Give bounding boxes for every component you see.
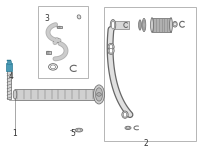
Text: 2: 2 bbox=[144, 139, 148, 147]
Ellipse shape bbox=[108, 47, 114, 54]
Ellipse shape bbox=[77, 129, 81, 131]
Circle shape bbox=[49, 64, 57, 70]
Ellipse shape bbox=[110, 20, 116, 31]
Ellipse shape bbox=[109, 45, 113, 49]
Ellipse shape bbox=[123, 112, 127, 117]
Ellipse shape bbox=[109, 48, 113, 53]
Ellipse shape bbox=[173, 21, 177, 27]
Ellipse shape bbox=[75, 128, 83, 132]
Ellipse shape bbox=[151, 18, 153, 32]
Bar bbox=[113, 21, 129, 29]
Circle shape bbox=[97, 93, 101, 96]
Ellipse shape bbox=[170, 18, 172, 32]
Bar bbox=[7, 61, 11, 64]
Ellipse shape bbox=[77, 15, 81, 19]
Bar bbox=[7, 70, 11, 99]
Ellipse shape bbox=[143, 20, 145, 30]
Bar bbox=[46, 51, 51, 54]
Ellipse shape bbox=[96, 88, 103, 101]
Bar bbox=[7, 60, 11, 61]
Ellipse shape bbox=[139, 20, 141, 30]
Bar bbox=[57, 26, 62, 28]
Text: 1: 1 bbox=[13, 129, 17, 138]
Bar bbox=[6, 63, 12, 71]
Ellipse shape bbox=[122, 111, 128, 118]
Text: 5: 5 bbox=[71, 129, 75, 138]
Ellipse shape bbox=[174, 22, 176, 26]
Bar bbox=[104, 7, 196, 141]
Bar bbox=[152, 18, 171, 32]
Ellipse shape bbox=[126, 127, 130, 129]
Ellipse shape bbox=[13, 90, 17, 99]
Ellipse shape bbox=[125, 126, 131, 130]
Ellipse shape bbox=[94, 85, 105, 104]
Ellipse shape bbox=[111, 21, 115, 29]
Ellipse shape bbox=[108, 43, 114, 51]
Bar bbox=[15, 89, 95, 100]
Text: 3: 3 bbox=[45, 14, 49, 23]
Ellipse shape bbox=[142, 18, 146, 32]
Bar bbox=[38, 6, 88, 78]
Circle shape bbox=[50, 65, 56, 69]
Text: 4: 4 bbox=[9, 72, 13, 81]
Ellipse shape bbox=[139, 21, 141, 29]
